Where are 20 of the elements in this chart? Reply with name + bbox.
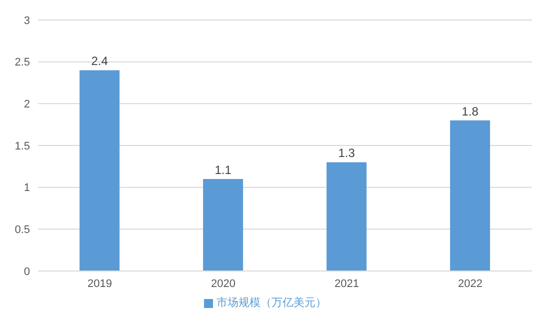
bar [326,162,367,271]
y-tick-label: 0.5 [14,224,30,236]
legend-label: 市场规模（万亿美元） [216,297,326,309]
y-tick-label: 2 [24,98,30,111]
bar [203,178,244,271]
data-label: 1.8 [462,104,479,118]
x-tick-label: 2022 [458,278,482,290]
x-tick-label: 2019 [88,278,112,290]
bar [80,70,120,271]
y-tick-label: 2.5 [14,56,30,69]
data-label: 1.1 [214,162,232,177]
y-tick-label: 1 [24,182,30,194]
x-tick-label: 2020 [211,278,236,290]
data-label: 1.3 [338,146,356,160]
data-label: 2.4 [91,54,108,68]
y-tick-label: 3 [24,14,30,27]
x-tick-label: 2021 [334,278,359,290]
y-tick-label: 1.5 [14,140,30,152]
y-tick-label: 0 [24,266,30,278]
bar [450,120,490,271]
